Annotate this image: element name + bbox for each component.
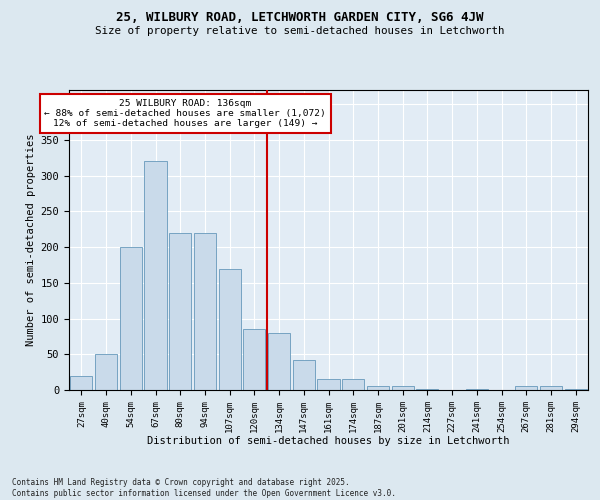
Bar — [218, 268, 241, 390]
Text: Size of property relative to semi-detached houses in Letchworth: Size of property relative to semi-detach… — [95, 26, 505, 36]
Bar — [392, 386, 414, 390]
Bar — [416, 388, 439, 390]
Text: Contains HM Land Registry data © Crown copyright and database right 2025.
Contai: Contains HM Land Registry data © Crown c… — [12, 478, 396, 498]
X-axis label: Distribution of semi-detached houses by size in Letchworth: Distribution of semi-detached houses by … — [147, 436, 510, 446]
Bar — [540, 386, 562, 390]
Bar — [317, 380, 340, 390]
Bar — [268, 333, 290, 390]
Bar — [169, 233, 191, 390]
Bar — [145, 162, 167, 390]
Text: 25 WILBURY ROAD: 136sqm
← 88% of semi-detached houses are smaller (1,072)
12% of: 25 WILBURY ROAD: 136sqm ← 88% of semi-de… — [44, 98, 326, 128]
Bar — [70, 376, 92, 390]
Bar — [565, 388, 587, 390]
Bar — [243, 330, 265, 390]
Y-axis label: Number of semi-detached properties: Number of semi-detached properties — [26, 134, 37, 346]
Bar — [466, 388, 488, 390]
Bar — [367, 386, 389, 390]
Text: 25, WILBURY ROAD, LETCHWORTH GARDEN CITY, SG6 4JW: 25, WILBURY ROAD, LETCHWORTH GARDEN CITY… — [116, 11, 484, 24]
Bar — [293, 360, 315, 390]
Bar — [342, 380, 364, 390]
Bar — [515, 386, 538, 390]
Bar — [119, 247, 142, 390]
Bar — [95, 354, 117, 390]
Bar — [194, 233, 216, 390]
